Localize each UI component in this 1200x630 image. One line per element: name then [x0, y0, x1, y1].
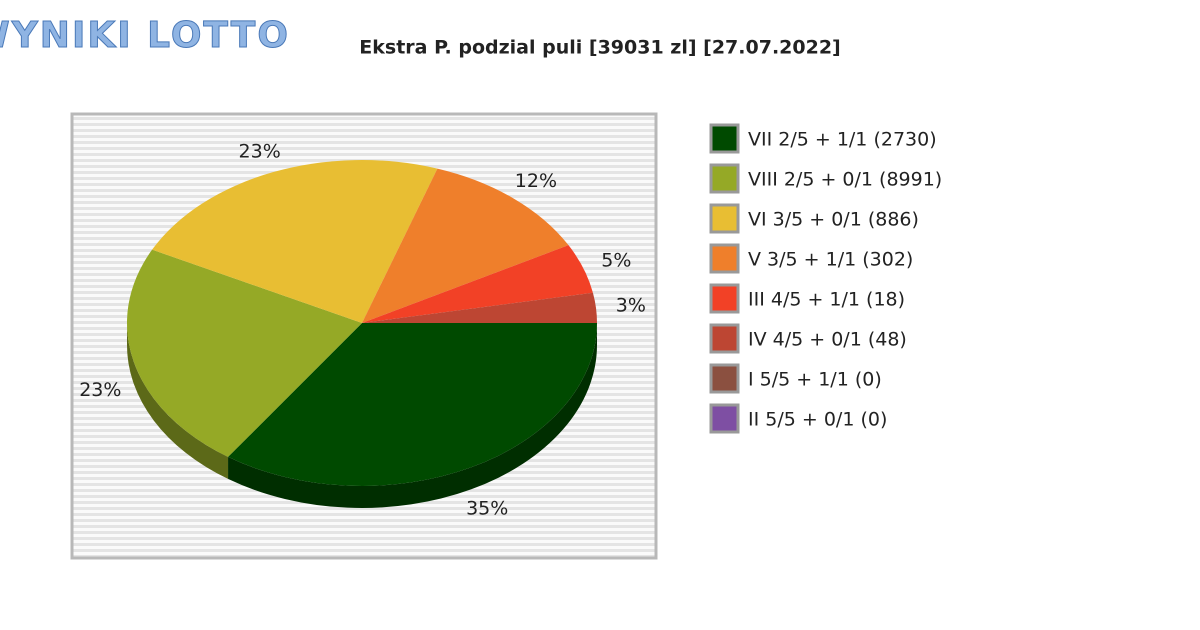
slice-side	[228, 323, 597, 508]
slice-label: 23%	[79, 379, 121, 401]
legend-label: III 4/5 + 1/1 (18)	[748, 289, 905, 311]
slice-label: 3%	[616, 294, 646, 316]
slice-label: 5%	[601, 249, 631, 271]
legend-swatch	[709, 323, 740, 354]
logo[interactable]: WYNIKI LOTTO	[0, 15, 290, 57]
legend-swatch	[709, 123, 740, 154]
slice	[126, 249, 362, 457]
legend-swatch	[709, 163, 740, 194]
legend: VII 2/5 + 1/1 (2730) VIII 2/5 + 0/1 (8991…	[709, 123, 942, 434]
slice-label: 23%	[239, 140, 281, 162]
legend-label: VIII 2/5 + 0/1 (8991)	[748, 169, 942, 191]
legend-swatch	[709, 403, 740, 434]
legend-label: V 3/5 + 1/1 (302)	[748, 249, 913, 271]
slice	[362, 168, 569, 323]
legend-label: VI 3/5 + 0/1 (886)	[748, 209, 919, 231]
legend-label: I 5/5 + 1/1 (0)	[748, 369, 882, 391]
legend-swatch	[709, 283, 740, 314]
slice	[362, 245, 593, 323]
slice	[362, 292, 597, 323]
legend-swatch	[709, 243, 740, 274]
legend-swatch	[709, 203, 740, 234]
pie: 35% 23% 23% 12% 5% 3%	[79, 140, 646, 519]
slice-label: 35%	[466, 497, 508, 519]
legend-label: VII 2/5 + 1/1 (2730)	[748, 129, 937, 151]
legend-label: II 5/5 + 0/1 (0)	[748, 409, 887, 431]
slice-label: 12%	[515, 170, 557, 192]
legend-swatch	[709, 363, 740, 394]
legend-label: IV 4/5 + 0/1 (48)	[748, 329, 907, 351]
slice	[152, 160, 438, 323]
slice	[228, 323, 597, 486]
chart-title: Ekstra P. podzial puli [39031 zl] [27.07…	[359, 37, 840, 59]
slice-side	[127, 323, 229, 479]
